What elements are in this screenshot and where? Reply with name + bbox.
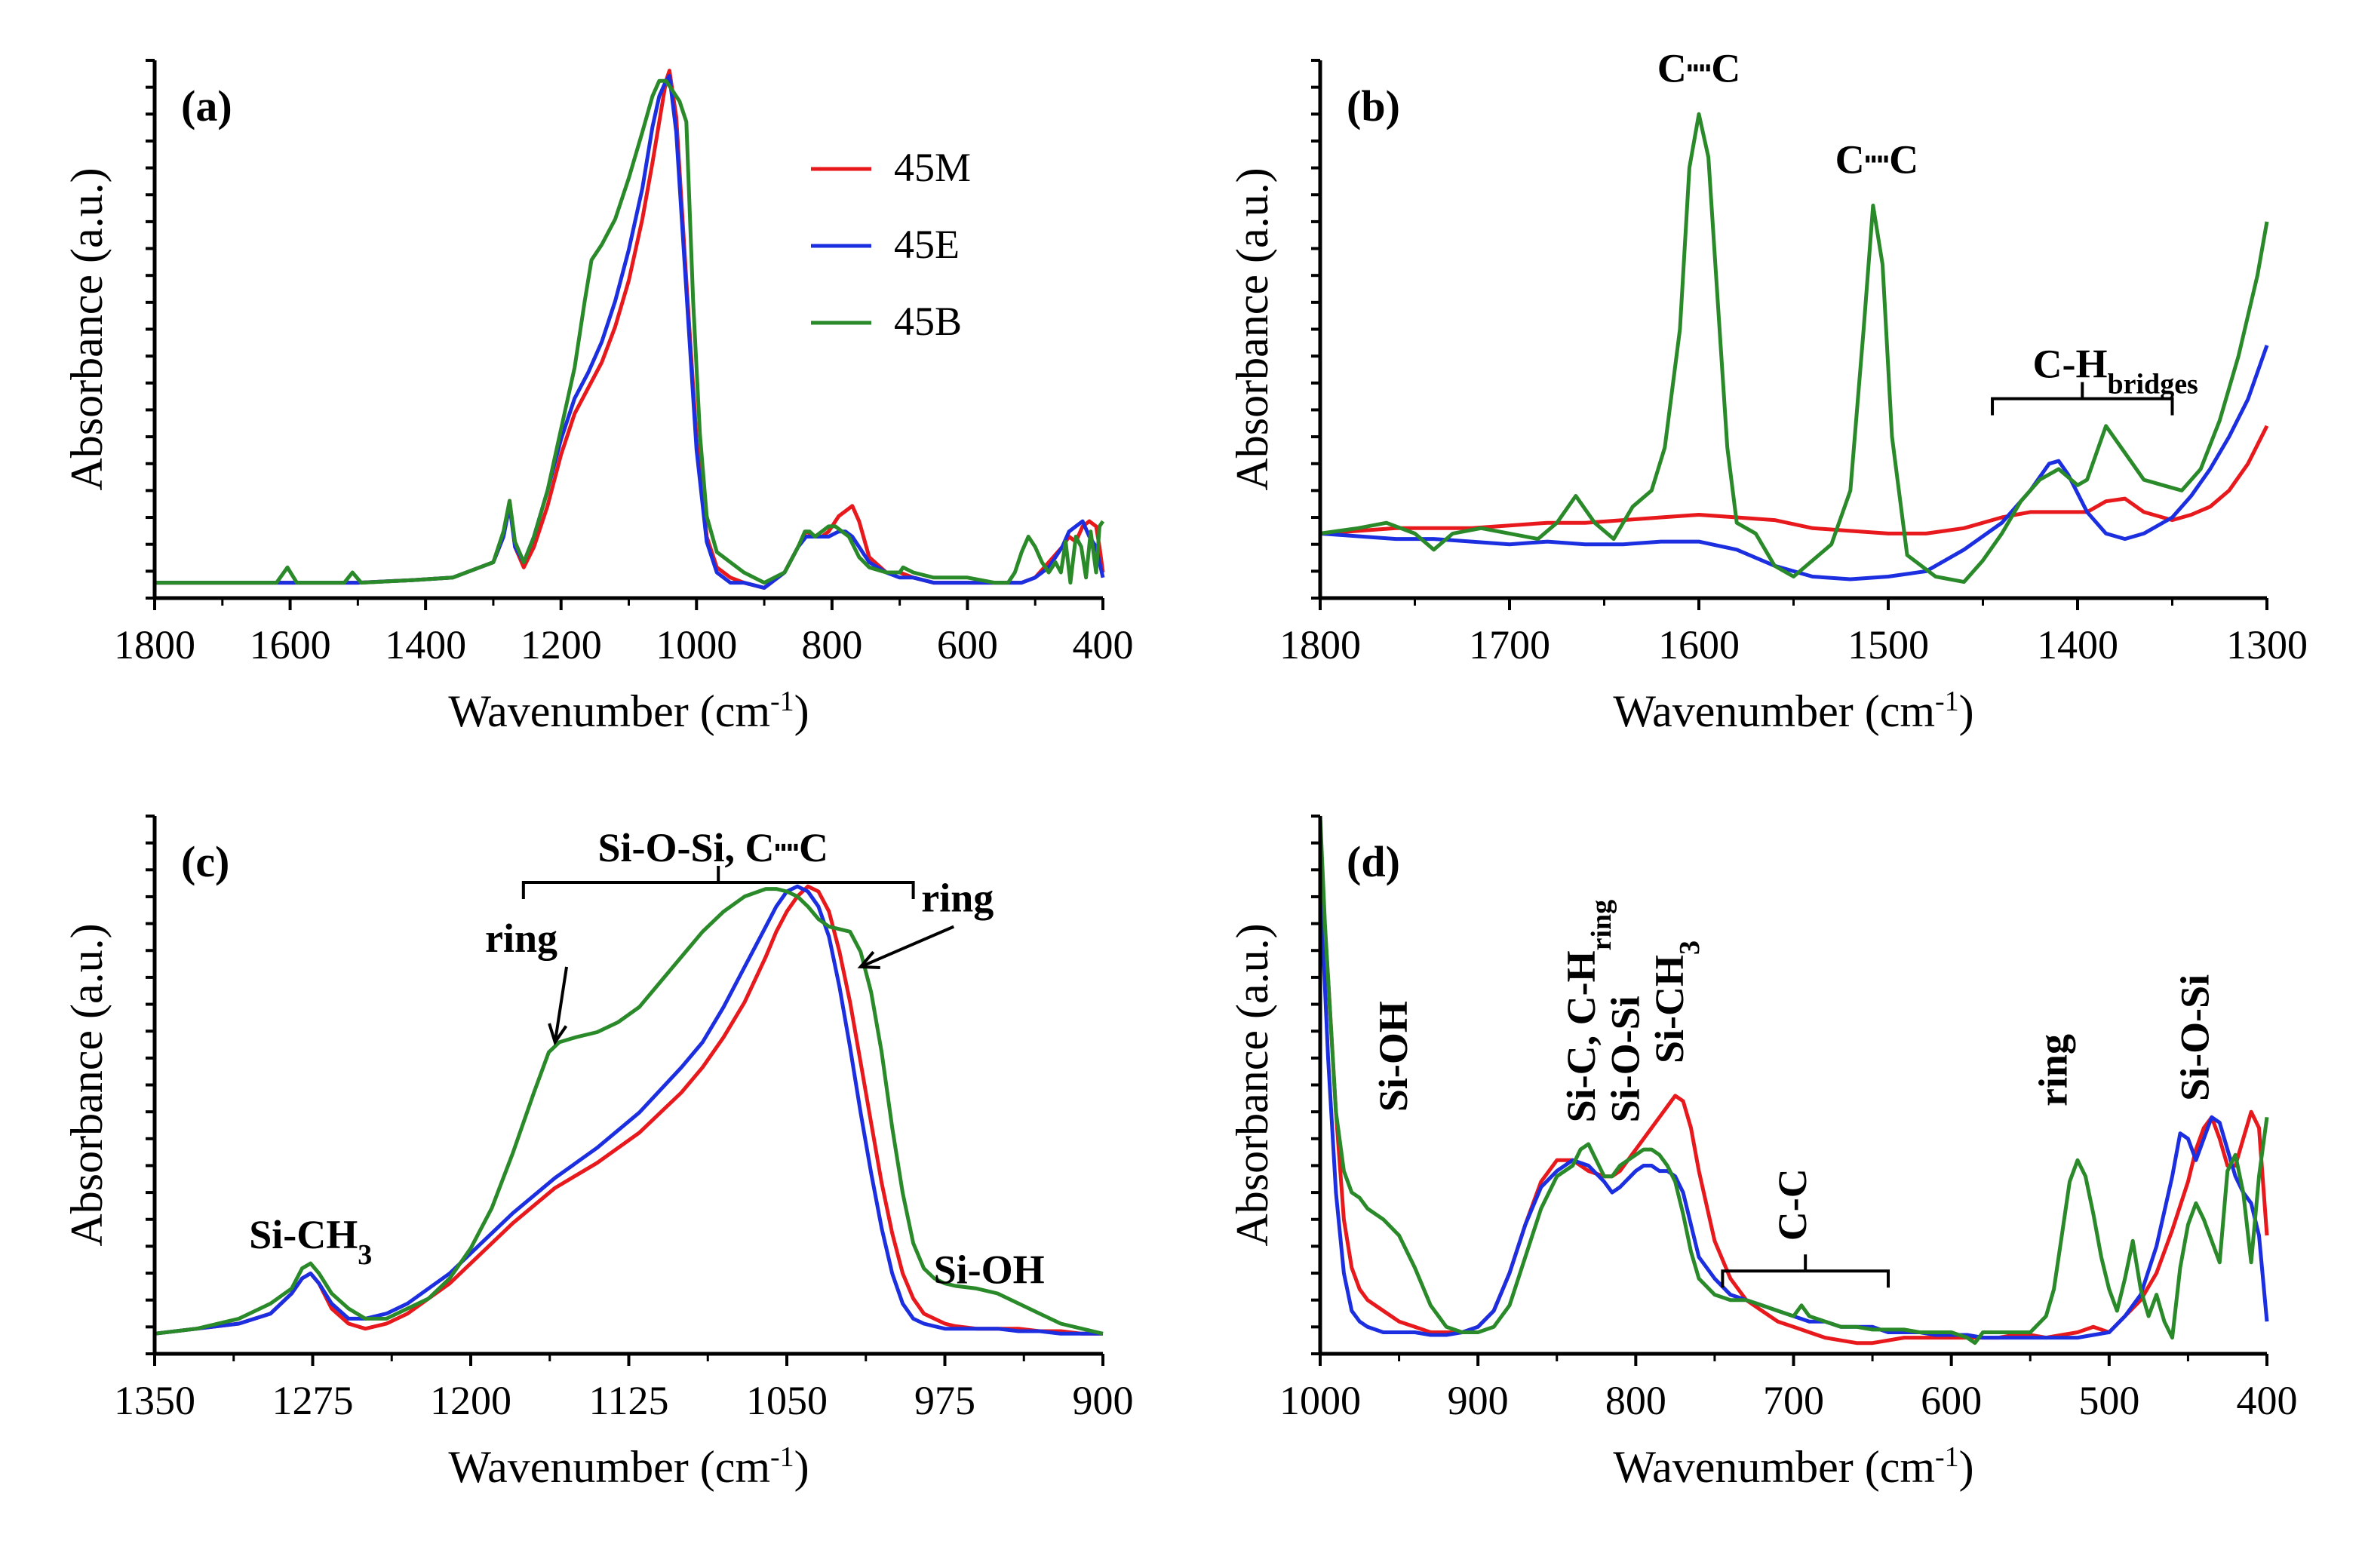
annotation-arrow-head bbox=[857, 950, 880, 970]
annotation-subscript: 3 bbox=[358, 1239, 372, 1271]
legend-label-45B: 45B bbox=[894, 299, 962, 344]
panel-b: 1800 1700 1600 1500 1400 1300 Wavenumber (cm-1… bbox=[1227, 46, 2308, 736]
annotation-label: ring bbox=[485, 916, 557, 961]
annotation-label: Si-OH bbox=[1371, 1001, 1416, 1112]
series-line-45B bbox=[1318, 815, 2269, 1346]
x-axis-title-close: ) bbox=[794, 686, 809, 736]
series-line-45B bbox=[155, 78, 1105, 585]
x-tick-label: 1400 bbox=[2037, 622, 2118, 667]
x-tick-label: 600 bbox=[937, 622, 998, 667]
x-tick-label: 1400 bbox=[385, 622, 466, 667]
series-line-45M bbox=[1319, 425, 2269, 535]
x-tick-label: 700 bbox=[1763, 1378, 1824, 1423]
annotation-arrow-line bbox=[553, 966, 569, 1043]
y-axis-title: Absorbance (a.u.) bbox=[1227, 923, 1277, 1246]
panel-a: 1800 1600 1400 1200 1000 800 600 400 Wavenumber … bbox=[62, 59, 1134, 736]
x-tick-label: 975 bbox=[914, 1378, 975, 1423]
y-axis-title: Absorbance (a.u.) bbox=[1227, 167, 1277, 490]
annotation-label: Si-CH3 bbox=[1647, 940, 1706, 1063]
panel-label: (d) bbox=[1347, 837, 1400, 886]
x-tick-label: 800 bbox=[801, 622, 862, 667]
annotation-bracket bbox=[1721, 1254, 1890, 1288]
annotation-label: C-C bbox=[1770, 1168, 1815, 1241]
x-tick-label: 400 bbox=[2237, 1378, 2298, 1423]
x-axis-title-superscript: -1 bbox=[1935, 686, 1959, 717]
annotation-label: C┉C bbox=[1657, 46, 1741, 91]
x-tick-label: 1600 bbox=[250, 622, 331, 667]
panel-d: 1000 900 800 700 600 500 400 Wavenumber (cm-1) A… bbox=[1227, 815, 2298, 1492]
panel-label: (b) bbox=[1347, 81, 1400, 130]
x-axis-title: Wavenumber (cm-1) bbox=[448, 686, 809, 736]
x-axis-title-close: ) bbox=[794, 1442, 809, 1492]
x-axis-title-close: ) bbox=[1959, 686, 1974, 736]
annotation-subscript: 3 bbox=[1674, 940, 1706, 955]
x-tick-label: 800 bbox=[1605, 1378, 1666, 1423]
y-axis-title: Absorbance (a.u.) bbox=[62, 923, 112, 1246]
annotation-arrow-line bbox=[859, 925, 955, 968]
x-tick-label: 400 bbox=[1073, 622, 1134, 667]
legend-label-45E: 45E bbox=[894, 222, 960, 267]
annotation-label: Si-O-Si, C┉C bbox=[597, 825, 828, 870]
x-tick-label: 1600 bbox=[1658, 622, 1740, 667]
x-tick-label: 1200 bbox=[430, 1378, 511, 1423]
x-tick-label: 1200 bbox=[521, 622, 602, 667]
series-line-45E bbox=[154, 884, 1103, 1336]
series-line-45B bbox=[154, 887, 1104, 1336]
x-axis-title: Wavenumber (cm-1) bbox=[1613, 1441, 1973, 1492]
x-axis-title-close: ) bbox=[1959, 1442, 1974, 1492]
annotation-label: ring bbox=[2030, 1034, 2075, 1106]
x-tick-label: 1500 bbox=[1847, 622, 1929, 667]
annotation-subscript: bridges bbox=[2108, 369, 2198, 400]
y-axis-title: Absorbance (a.u.) bbox=[62, 167, 112, 490]
x-tick-label: 1000 bbox=[656, 622, 737, 667]
x-axis-title-superscript: -1 bbox=[770, 1441, 794, 1473]
annotation-arrow-head bbox=[548, 1023, 568, 1046]
annotation-label: Si-O-Si bbox=[1603, 996, 1648, 1122]
x-tick-label: 900 bbox=[1073, 1378, 1134, 1423]
x-tick-label: 600 bbox=[1921, 1378, 1982, 1423]
x-axis-title: Wavenumber (cm-1) bbox=[448, 1441, 809, 1492]
panel-c: 1350 1275 1200 1125 1050 975 900 Wavenumber (cm… bbox=[62, 815, 1134, 1492]
x-tick-label: 900 bbox=[1448, 1378, 1509, 1423]
annotation-label: C-Hbridges bbox=[2033, 342, 2198, 400]
series-line-45B bbox=[1319, 112, 2269, 585]
x-tick-label: 1275 bbox=[272, 1378, 354, 1423]
series-line-45E bbox=[1318, 880, 2269, 1340]
annotation-label: C┉C bbox=[1835, 137, 1919, 183]
annotation-bracket bbox=[1991, 382, 2174, 416]
x-tick-label: 1125 bbox=[589, 1378, 669, 1423]
annotation-label: ring bbox=[921, 876, 994, 921]
annotation-label: Si-OH bbox=[934, 1247, 1045, 1293]
x-tick-label: 1300 bbox=[2226, 622, 2308, 667]
x-tick-label: 1700 bbox=[1469, 622, 1550, 667]
x-tick-label: 500 bbox=[2078, 1378, 2139, 1423]
x-tick-label: 1800 bbox=[114, 622, 195, 667]
x-tick-label: 1800 bbox=[1279, 622, 1361, 667]
x-axis-title-superscript: -1 bbox=[1935, 1441, 1959, 1473]
x-tick-label: 1350 bbox=[114, 1378, 195, 1423]
panel-label: (a) bbox=[181, 81, 232, 130]
x-tick-label: 1000 bbox=[1279, 1378, 1361, 1423]
annotation-bracket bbox=[521, 865, 915, 899]
x-tick-label: 1050 bbox=[746, 1378, 828, 1423]
legend-label-45M: 45M bbox=[894, 145, 971, 190]
x-axis-title: Wavenumber (cm-1) bbox=[1613, 686, 1973, 736]
series-line-45M bbox=[154, 884, 1103, 1336]
annotation-label: Si-O-Si bbox=[2173, 974, 2218, 1101]
annotation-subscript: ring bbox=[1586, 900, 1617, 951]
panel-label: (c) bbox=[181, 837, 229, 886]
x-axis-title-superscript: -1 bbox=[770, 686, 794, 717]
